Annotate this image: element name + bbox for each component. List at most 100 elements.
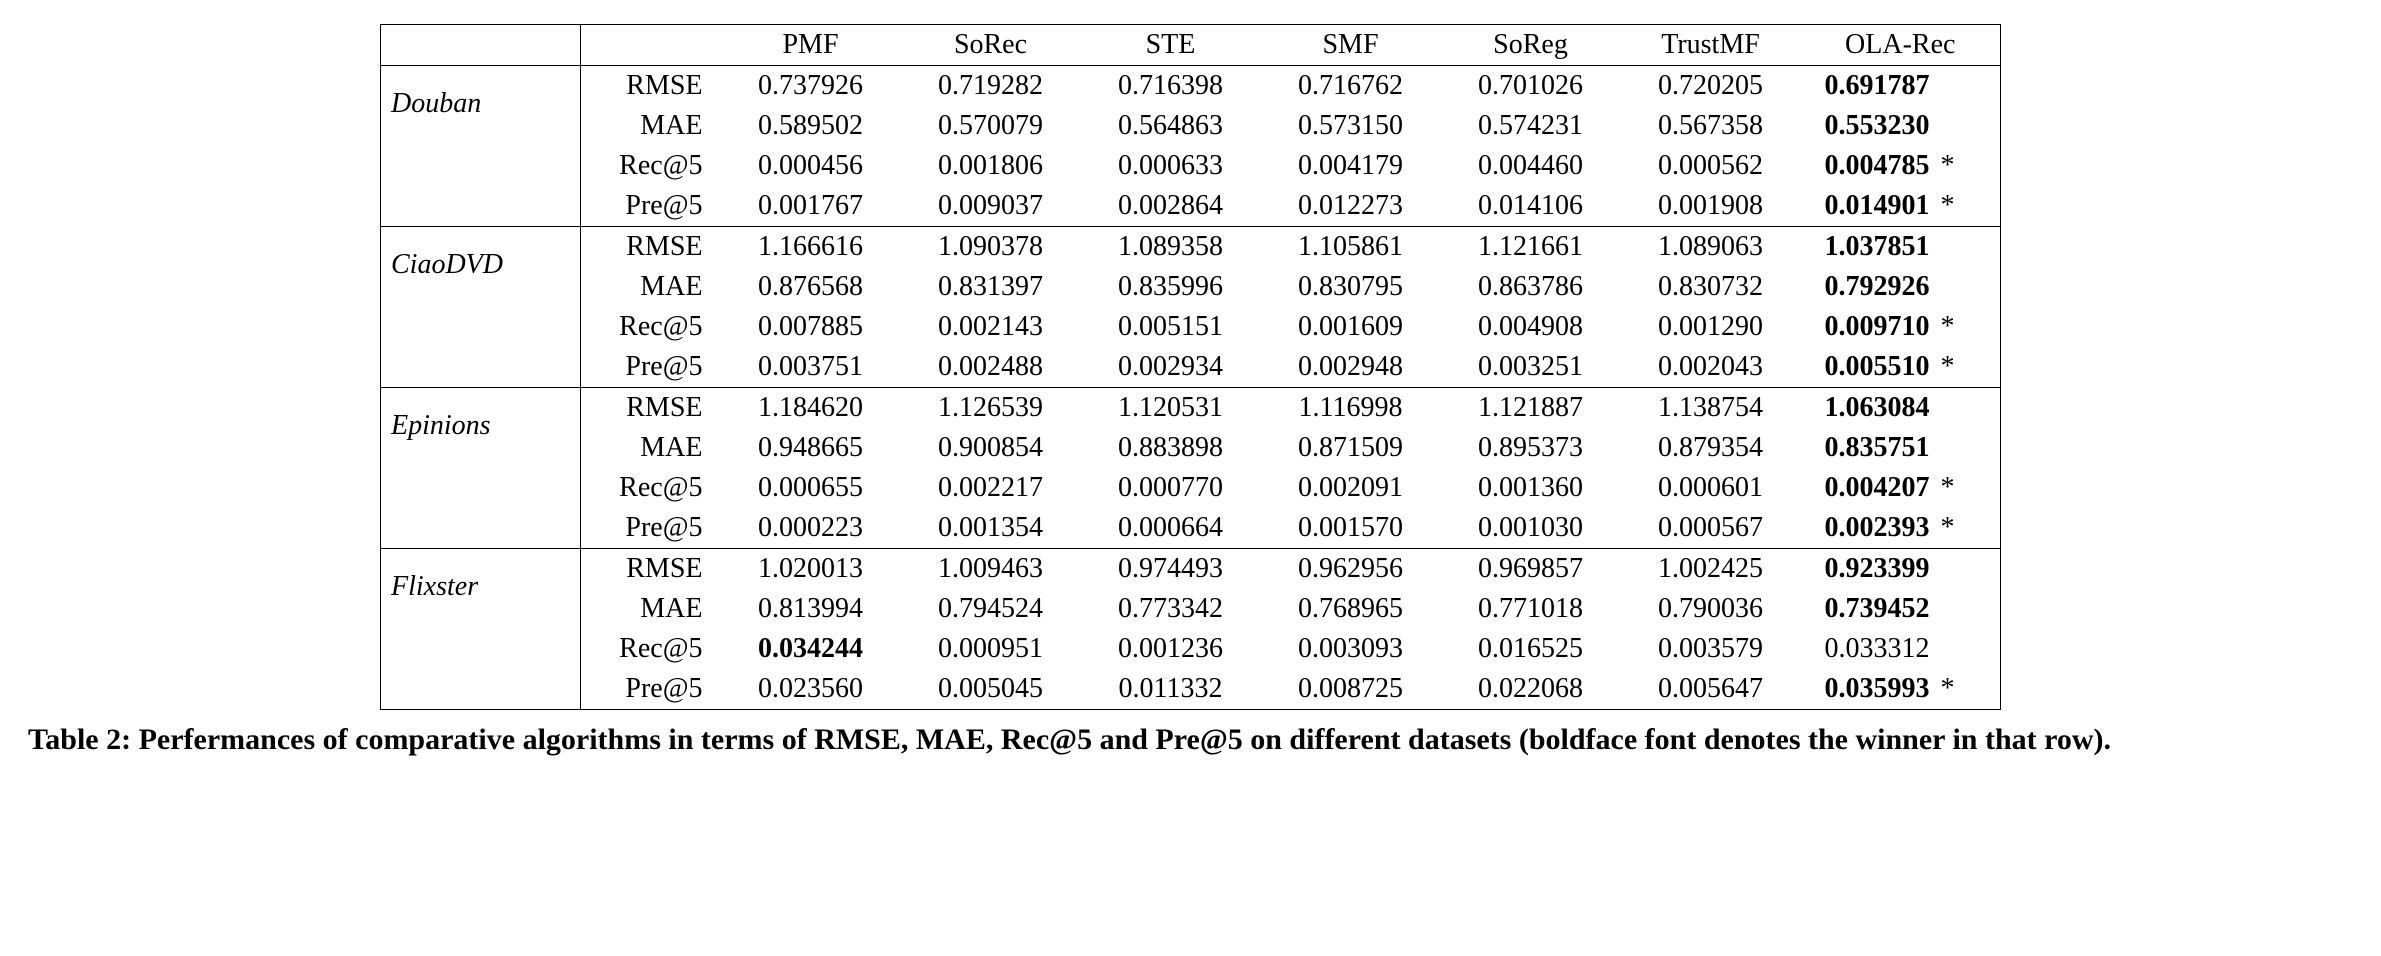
cell-value: 0.005151 [1118, 311, 1223, 342]
table-cell: 0.863786 [1441, 267, 1621, 307]
dataset-filler [381, 146, 581, 227]
table-cell: 1.089358 [1081, 227, 1261, 268]
dataset-label: Epinions [381, 388, 581, 469]
cell-value: 0.009710 [1825, 311, 1930, 342]
table-cell: 0.871509 [1261, 428, 1441, 468]
table-cell: 0.969857 [1441, 549, 1621, 590]
cell-value: 0.719282 [938, 70, 1043, 101]
table-cell: 0.014106 [1441, 186, 1621, 227]
table-cell: 0.001609 [1261, 307, 1441, 347]
metric-label: Rec@5 [581, 629, 721, 669]
results-table: PMF SoRec STE SMF SoReg TrustMF OLA-Rec … [380, 24, 2001, 710]
table-cell: 0.005647 [1621, 669, 1801, 710]
cell-value: 0.000655 [758, 472, 863, 503]
table-cell: 0.002948 [1261, 347, 1441, 388]
table-cell: 0.716762 [1261, 66, 1441, 107]
cell-value: 0.567358 [1658, 110, 1763, 141]
metric-label: Pre@5 [581, 186, 721, 227]
table-cell: 0.005151 [1081, 307, 1261, 347]
cell-value: 0.835996 [1118, 271, 1223, 302]
table-cell: 0.004908 [1441, 307, 1621, 347]
cell-value: 0.003251 [1478, 351, 1583, 382]
cell-value: 0.948665 [758, 432, 863, 463]
table-cell: 0.830732 [1621, 267, 1801, 307]
cell-value: 0.014106 [1478, 190, 1583, 221]
table-cell: 0.773342 [1081, 589, 1261, 629]
table-cell: 1.020013 [721, 549, 901, 590]
table-cell: 0.000951 [901, 629, 1081, 669]
cell-value: 0.701026 [1478, 70, 1583, 101]
table-cell: 1.126539 [901, 388, 1081, 429]
cell-value: 0.000567 [1658, 512, 1763, 543]
dataset-filler [381, 468, 581, 549]
table-cell: 1.089063 [1621, 227, 1801, 268]
cell-value: 0.000223 [758, 512, 863, 543]
cell-value: 1.089063 [1658, 231, 1763, 262]
table-cell: 0.813994 [721, 589, 901, 629]
cell-value: 0.589502 [758, 110, 863, 141]
cell-value: 0.737926 [758, 70, 863, 101]
table-cell: 1.037851 [1801, 227, 2001, 268]
table-cell: 0.033312 [1801, 629, 2001, 669]
cell-value: 0.009037 [938, 190, 1043, 221]
cell-value: 0.005045 [938, 673, 1043, 704]
cell-value: 0.574231 [1478, 110, 1583, 141]
cell-value: 0.962956 [1298, 553, 1403, 584]
table-cell: 0.003579 [1621, 629, 1801, 669]
table-cell: 0.876568 [721, 267, 901, 307]
metric-label: MAE [581, 428, 721, 468]
cell-value: 0.000601 [1658, 472, 1763, 503]
cell-value: 0.014901 [1825, 190, 1930, 221]
col-header: SoReg [1441, 25, 1621, 66]
cell-value: 0.002217 [938, 472, 1043, 503]
cell-value: 0.000562 [1658, 150, 1763, 181]
table-cell: 0.768965 [1261, 589, 1441, 629]
cell-value: 0.876568 [758, 271, 863, 302]
cell-value: 0.003093 [1298, 633, 1403, 664]
cell-value: 0.564863 [1118, 110, 1223, 141]
table-cell: 0.001767 [721, 186, 901, 227]
cell-value: 0.900854 [938, 432, 1043, 463]
table-cell: 0.001354 [901, 508, 1081, 549]
cell-value: 0.004207 [1825, 472, 1930, 503]
cell-value: 1.138754 [1658, 392, 1763, 423]
table-cell: 1.121887 [1441, 388, 1621, 429]
table-cell: 1.138754 [1621, 388, 1801, 429]
table-cell: 0.002091 [1261, 468, 1441, 508]
table-cell: 0.974493 [1081, 549, 1261, 590]
table-cell: 0.691787 [1801, 66, 2001, 107]
cell-value: 1.120531 [1118, 392, 1223, 423]
cell-value: 0.923399 [1825, 553, 1930, 584]
cell-value: 0.002488 [938, 351, 1043, 382]
cell-value: 0.008725 [1298, 673, 1403, 704]
cell-value: 1.116998 [1299, 392, 1403, 423]
table-cell: 0.023560 [721, 669, 901, 710]
table-cell: 0.737926 [721, 66, 901, 107]
table-cell: 0.007885 [721, 307, 901, 347]
cell-value: 0.720205 [1658, 70, 1763, 101]
cell-value: 0.005647 [1658, 673, 1763, 704]
cell-value: 0.001354 [938, 512, 1043, 543]
cell-value: 0.739452 [1825, 593, 1930, 624]
table-cell: 0.000562 [1621, 146, 1801, 186]
table-cell: 0.002217 [901, 468, 1081, 508]
cell-value: 1.126539 [938, 392, 1043, 423]
table-cell: 0.000633 [1081, 146, 1261, 186]
table-cell: 0.016525 [1441, 629, 1621, 669]
table-cell: 1.116998 [1261, 388, 1441, 429]
table-cell: 0.831397 [901, 267, 1081, 307]
table-cell: 0.000655 [721, 468, 901, 508]
cell-value: 1.105861 [1298, 231, 1403, 262]
table-cell: 1.009463 [901, 549, 1081, 590]
cell-value: 0.863786 [1478, 271, 1583, 302]
table-cell: 0.716398 [1081, 66, 1261, 107]
cell-value: 0.879354 [1658, 432, 1763, 463]
cell-value: 0.716762 [1298, 70, 1403, 101]
cell-value: 0.001290 [1658, 311, 1763, 342]
cell-value: 0.002393 [1825, 512, 1930, 543]
table-caption: Table 2: Perfermances of comparative alg… [28, 720, 2353, 761]
col-header: OLA-Rec [1801, 25, 2001, 66]
table-cell: 0.004785 * [1801, 146, 2001, 186]
cell-value: 0.000633 [1118, 150, 1223, 181]
metric-label: Rec@5 [581, 146, 721, 186]
